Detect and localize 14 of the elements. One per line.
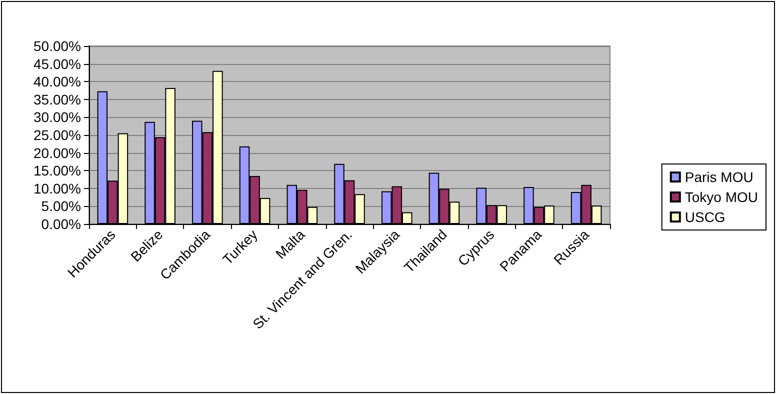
y-tick-label: 25.00% [34, 127, 81, 143]
y-tick-label: 15.00% [34, 162, 81, 179]
y-tick-label: 30.00% [34, 109, 81, 126]
y-tick-label: 40.00% [34, 74, 81, 90]
legend-label: USCG [684, 209, 726, 225]
y-tick-label: 0.00% [41, 216, 81, 232]
legend-label: Tokyo MOU [684, 189, 758, 205]
legend-label: Paris MOU [684, 169, 754, 185]
y-tick-label: 10.00% [34, 180, 81, 196]
y-tick-label: 5.00% [41, 198, 81, 214]
y-tick-label: 45.00% [34, 56, 81, 72]
y-tick-label: 20.00% [34, 144, 81, 161]
y-tick-label: 50.00% [34, 38, 81, 54]
y-tick-label: 35.00% [34, 91, 81, 108]
